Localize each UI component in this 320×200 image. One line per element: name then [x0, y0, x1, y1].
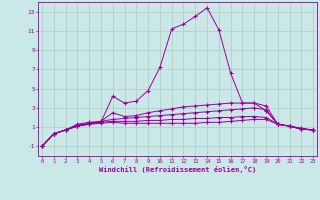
- X-axis label: Windchill (Refroidissement éolien,°C): Windchill (Refroidissement éolien,°C): [99, 166, 256, 173]
